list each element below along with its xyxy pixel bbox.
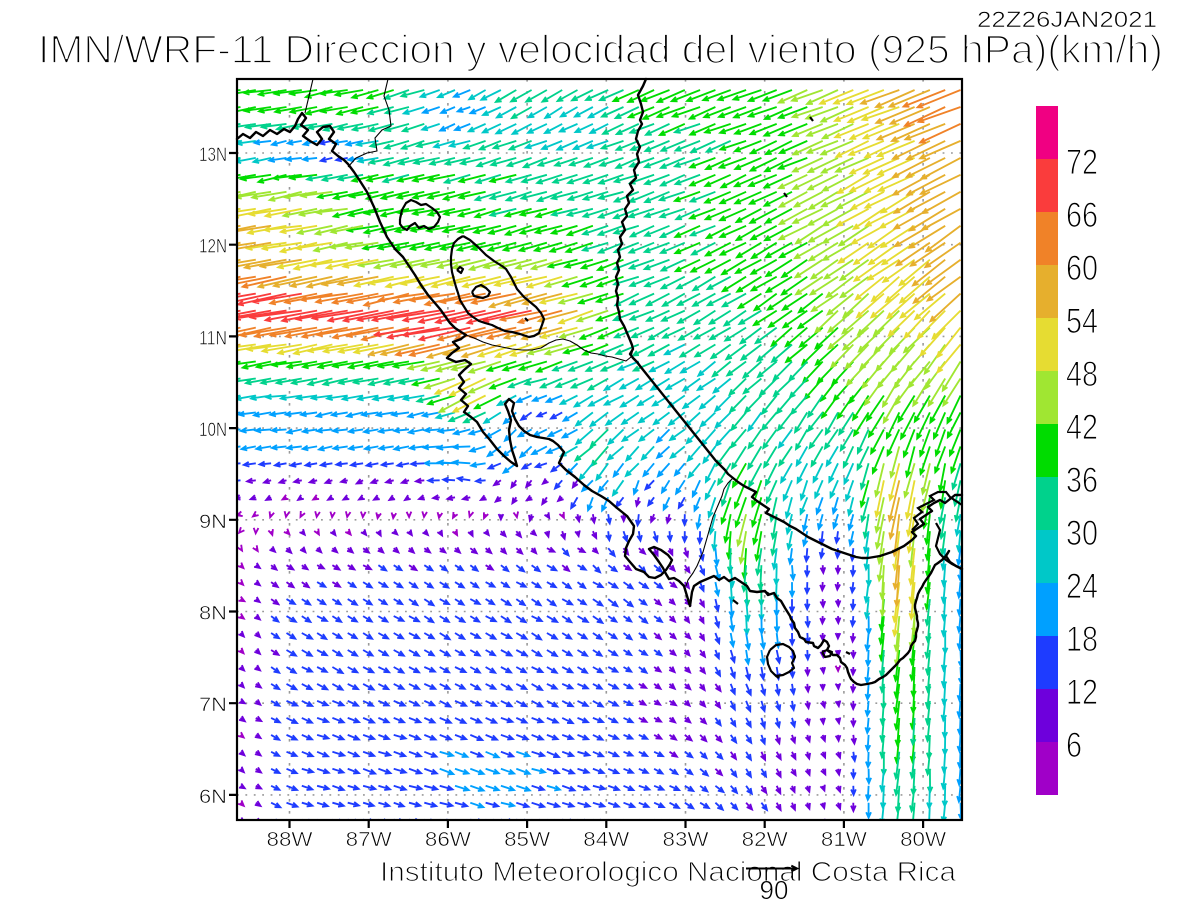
svg-text:60: 60 bbox=[1066, 249, 1098, 288]
svg-text:36: 36 bbox=[1066, 461, 1098, 500]
svg-text:42: 42 bbox=[1066, 408, 1098, 447]
svg-text:18: 18 bbox=[1066, 620, 1098, 659]
svg-text:90: 90 bbox=[760, 875, 789, 900]
svg-text:86W: 86W bbox=[425, 829, 471, 851]
svg-text:80W: 80W bbox=[900, 829, 946, 851]
svg-text:6N: 6N bbox=[199, 787, 227, 808]
svg-text:81W: 81W bbox=[821, 829, 867, 851]
svg-text:87W: 87W bbox=[346, 829, 392, 851]
svg-text:12: 12 bbox=[1066, 673, 1098, 712]
svg-text:11N: 11N bbox=[199, 328, 227, 349]
svg-text:84W: 84W bbox=[583, 829, 629, 851]
svg-text:30: 30 bbox=[1066, 514, 1098, 553]
svg-text:IMN/WRF-11 Direccion y velocid: IMN/WRF-11 Direccion y velocidad del vie… bbox=[38, 28, 1163, 72]
svg-text:83W: 83W bbox=[663, 829, 709, 851]
svg-text:48: 48 bbox=[1066, 355, 1098, 394]
svg-text:54: 54 bbox=[1066, 302, 1098, 341]
svg-text:24: 24 bbox=[1066, 567, 1098, 606]
svg-text:7N: 7N bbox=[199, 695, 227, 716]
svg-text:72: 72 bbox=[1066, 143, 1098, 182]
svg-text:22Z26JAN2021: 22Z26JAN2021 bbox=[977, 7, 1157, 32]
svg-text:6: 6 bbox=[1066, 726, 1082, 765]
svg-text:Instituto Meteorologico Nacion: Instituto Meteorologico Nacional Costa R… bbox=[380, 856, 956, 887]
svg-text:10N: 10N bbox=[199, 420, 227, 441]
svg-text:88W: 88W bbox=[267, 829, 313, 851]
svg-text:12N: 12N bbox=[199, 237, 227, 258]
svg-text:13N: 13N bbox=[199, 145, 227, 166]
svg-text:85W: 85W bbox=[504, 829, 550, 851]
svg-text:8N: 8N bbox=[199, 604, 227, 625]
svg-text:82W: 82W bbox=[742, 829, 788, 851]
svg-text:66: 66 bbox=[1066, 196, 1098, 235]
svg-text:9N: 9N bbox=[199, 512, 227, 533]
